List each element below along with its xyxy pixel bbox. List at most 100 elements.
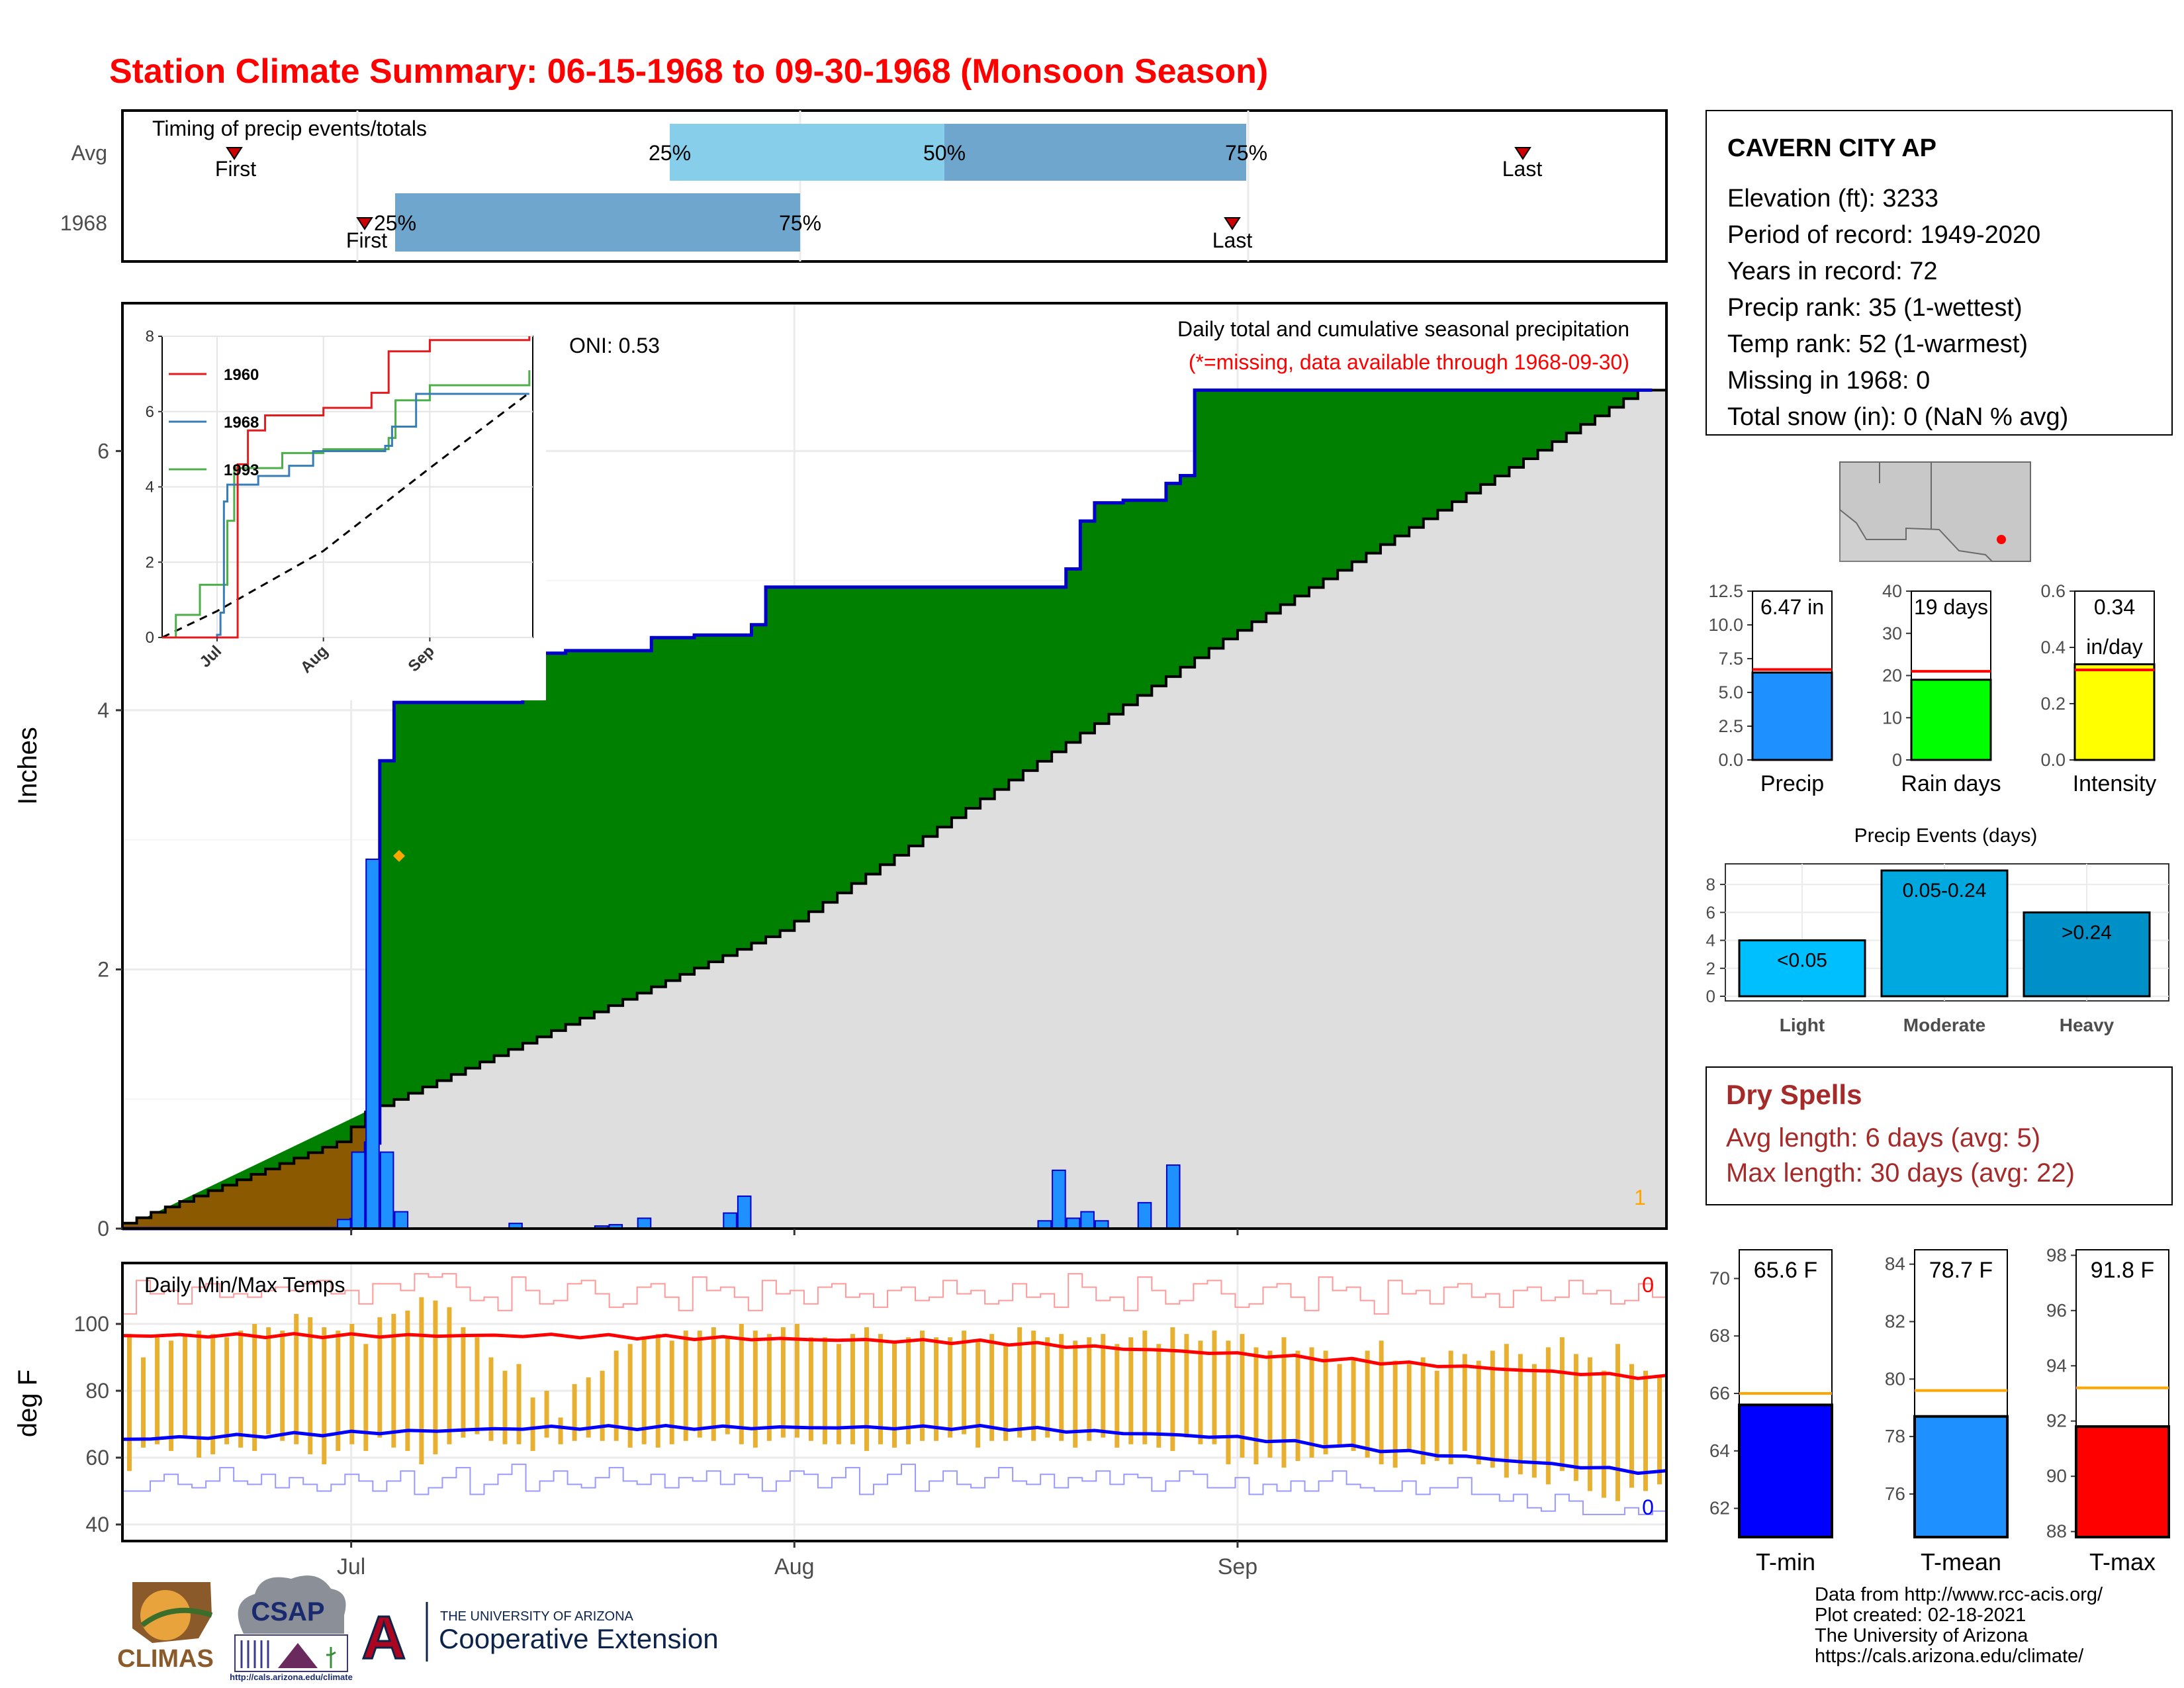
- mini-ytick-label: 20: [1882, 666, 1902, 686]
- daily-temp-range-bar: [808, 1337, 813, 1441]
- mini-bar-value: 19 days: [1914, 595, 1988, 619]
- timing-avg-25-label: 25%: [649, 141, 691, 165]
- events-ytick-label: 2: [1706, 959, 1715, 978]
- temp-bar-ytick-label: 88: [2046, 1521, 2067, 1542]
- station-years: Years in record: 72: [1727, 258, 1938, 285]
- daily-temp-range-bar: [627, 1344, 633, 1448]
- daily-temp-range-bar: [1212, 1331, 1217, 1444]
- daily-temp-range-bar: [224, 1337, 230, 1444]
- precip-ytick-label: 0: [97, 1217, 109, 1241]
- daily-temp-range-bar: [530, 1397, 535, 1451]
- mini-ytick-label: 40: [1882, 581, 1902, 601]
- temp-axes: 40 60 80 100 Jul Aug Sep: [74, 1312, 1258, 1579]
- daily-temp-range-bar: [447, 1307, 452, 1444]
- station-temp-rank: Temp rank: 52 (1-warmest): [1727, 330, 2028, 358]
- temp-bar-label: T-min: [1756, 1548, 1815, 1575]
- daily-temp-range-bar: [1101, 1334, 1106, 1438]
- inset-ytick-label: 2: [146, 553, 154, 571]
- avg-cumulative-area: [122, 390, 1666, 1229]
- events-bar-label: <0.05: [1777, 950, 1827, 972]
- mini-ytick-label: 0.4: [2040, 637, 2066, 657]
- daily-temp-range-bar: [516, 1364, 522, 1444]
- timing-1968-last-marker: [1224, 217, 1241, 230]
- daily-temp-range-bar: [1434, 1370, 1439, 1462]
- ua-cooperative-extension-logo: A THE UNIVERSITY OF ARIZONA Cooperative …: [361, 1602, 719, 1673]
- daily-precip-bar: [1165, 1164, 1181, 1230]
- timing-avg-last-marker: [1514, 147, 1531, 160]
- mini-ytick-label: 0.6: [2040, 581, 2066, 601]
- daily-temp-range-bar: [1490, 1350, 1495, 1468]
- daily-temp-range-bar: [266, 1327, 271, 1434]
- figure-title: Station Climate Summary: 06-15-1968 to 0…: [109, 52, 1268, 91]
- temp-ytick-label: 80: [85, 1379, 109, 1403]
- temp-bar-ytick-label: 66: [1709, 1383, 1730, 1403]
- timing-row-avg-label: Avg: [71, 141, 107, 165]
- daily-temp-range-bar: [920, 1331, 925, 1441]
- temp-summary-bars: 62 64 66 68 70 65.6 F T-min 76 78 80 82 84 78.7 F T-m…: [1709, 1244, 2170, 1575]
- climas-swoosh-icon: [140, 1607, 213, 1628]
- temp-bar-ytick-label: 98: [2046, 1244, 2067, 1265]
- daily-temp-range-bar: [336, 1331, 341, 1451]
- csap-url: http://cals.arizona.edu/climate: [230, 1672, 353, 1682]
- daily-temp-range-bar: [1198, 1340, 1203, 1444]
- daily-temp-range-bar: [1559, 1337, 1565, 1472]
- season-totals-bars: 0.0 2.5 5.0 7.5 10.0 12.5 6.47 in Precip 0 10 20 30…: [1708, 581, 2156, 796]
- daily-temp-range-bar: [558, 1417, 563, 1444]
- events-category-label: Heavy: [2060, 1015, 2115, 1035]
- events-bars: 0 2 4 6 8 <0.05 Light 0.05-0.24 Moderate >0.24 Hea…: [1706, 864, 2169, 1035]
- temp-bar-ytick-label: 64: [1709, 1440, 1730, 1461]
- events-ytick-label: 8: [1706, 874, 1715, 894]
- daily-temp-range-bar: [572, 1383, 577, 1441]
- mini-bar-rain-days: [1910, 679, 1992, 761]
- events-bar-light: [1738, 939, 1866, 998]
- daily-temp-range-bar: [349, 1324, 355, 1444]
- inset-1993-line: [162, 370, 531, 639]
- temp-bar-t-mean: [1913, 1415, 2009, 1538]
- daily-temp-range-bar: [1045, 1337, 1050, 1438]
- daily-temp-range-bar: [322, 1327, 327, 1465]
- daily-temp-range-bar: [1504, 1344, 1509, 1478]
- daily-precip-bar: [1137, 1201, 1152, 1230]
- mini-bar-value: 0.34: [2094, 595, 2135, 619]
- temp-ytick-label: 60: [85, 1446, 109, 1470]
- precip-ytick-label: 6: [97, 439, 109, 463]
- daily-temp-range-bar: [1073, 1340, 1078, 1448]
- daily-temp-range-bar: [822, 1337, 827, 1444]
- daily-temp-range-bar: [1323, 1350, 1328, 1454]
- timing-1968-last-label: Last: [1212, 228, 1253, 252]
- timing-1968-first-label: First: [346, 228, 387, 252]
- timing-avg-first-label: First: [215, 157, 256, 181]
- daily-temp-range-bar: [1379, 1340, 1384, 1465]
- daily-temp-range-bar: [183, 1334, 188, 1438]
- climas-logo-text: CLIMAS: [117, 1645, 214, 1673]
- inset-ytick-label: 0: [146, 629, 154, 647]
- events-bar-label: >0.24: [2062, 921, 2112, 943]
- temp-bar-value: 91.8 F: [2091, 1258, 2154, 1283]
- mini-ytick-label: 0.0: [1718, 750, 1743, 770]
- daily-temp-range-bar: [962, 1331, 967, 1434]
- mini-bar-value: 6.47 in: [1760, 595, 1824, 619]
- csap-logo: CSAP http://cals.arizona.edu/climate: [230, 1575, 353, 1682]
- daily-temp-range-bar: [641, 1337, 647, 1444]
- temp-frame: [121, 1262, 1668, 1542]
- temp-bar-ytick-label: 92: [2046, 1411, 2067, 1431]
- locator-map: [1839, 461, 2031, 562]
- timing-1968-first-marker: [356, 217, 373, 230]
- daily-temp-range-bar: [1587, 1357, 1592, 1491]
- dry-spells-avg: Avg length: 6 days (avg: 5): [1726, 1123, 2040, 1152]
- events-category-label: Moderate: [1903, 1015, 1985, 1035]
- daily-temp-range-bar: [989, 1334, 995, 1441]
- daily-temp-range-bar: [169, 1340, 174, 1451]
- daily-temp-range-bar: [1059, 1334, 1064, 1441]
- temp-bar-label: T-max: [2089, 1548, 2156, 1575]
- events-category-label: Light: [1780, 1015, 1825, 1035]
- daily-temp-range-bar: [141, 1357, 146, 1448]
- mini-ytick-label: 10.0: [1708, 615, 1743, 635]
- precip-ylabel: Inches: [13, 727, 42, 805]
- mini-ytick-label: 5.0: [1718, 682, 1743, 702]
- daily-temp-range-bar: [906, 1337, 911, 1444]
- mini-ytick-label: 30: [1882, 624, 1902, 643]
- mini-bar-label: Intensity: [2073, 771, 2157, 796]
- station-location-dot: [1997, 535, 2006, 544]
- temp-bar-ytick-label: 90: [2046, 1466, 2067, 1486]
